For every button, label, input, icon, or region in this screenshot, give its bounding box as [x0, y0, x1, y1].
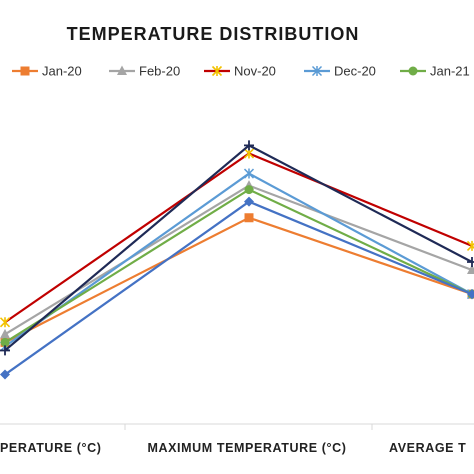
data-point — [244, 196, 254, 207]
series-line — [4, 200, 473, 376]
x-tick-label: AVERAGE T — [389, 441, 466, 455]
chart-legend: Jan-20 Feb-20 Nov-20 Dec-20 Jan-21 — [12, 64, 470, 79]
legend-label: Feb-20 — [139, 64, 180, 79]
data-point — [467, 289, 474, 300]
data-point — [244, 185, 254, 195]
legend-label: Jan-21 — [430, 64, 470, 79]
data-point — [0, 328, 10, 339]
data-point — [244, 140, 254, 151]
legend-marker — [408, 66, 418, 76]
data-point — [0, 369, 10, 380]
legend-marker — [211, 65, 223, 77]
legend-item: Feb-20 — [109, 64, 180, 79]
legend-label: Dec-20 — [334, 64, 376, 79]
data-point — [466, 240, 474, 251]
legend-item: Jan-20 — [12, 64, 82, 79]
legend-item: Jan-21 — [400, 64, 470, 79]
x-tick-label: MAXIMUM TEMPERATURE (°C) — [147, 441, 346, 455]
x-axis-labels: PERATURE (°C) MAXIMUM TEMPERATURE (°C) AVE… — [0, 441, 466, 455]
chart-title: TEMPERATURE DISTRIBUTION — [67, 24, 360, 44]
plot-area — [0, 140, 474, 380]
series-line — [4, 172, 473, 348]
legend-item: Nov-20 — [204, 64, 276, 79]
legend-label: Jan-20 — [42, 64, 82, 79]
legend-item: Dec-20 — [304, 64, 376, 79]
legend-marker — [311, 65, 323, 77]
legend-marker — [20, 66, 30, 76]
data-point — [467, 256, 474, 267]
data-point — [244, 213, 254, 223]
x-tick-label: PERATURE (°C) — [0, 441, 101, 455]
data-point — [0, 337, 10, 347]
legend-label: Nov-20 — [234, 64, 276, 79]
legend-marker — [117, 65, 127, 75]
data-point — [243, 168, 255, 179]
series-line — [4, 144, 473, 352]
data-point — [0, 317, 11, 328]
data-point — [0, 345, 10, 356]
